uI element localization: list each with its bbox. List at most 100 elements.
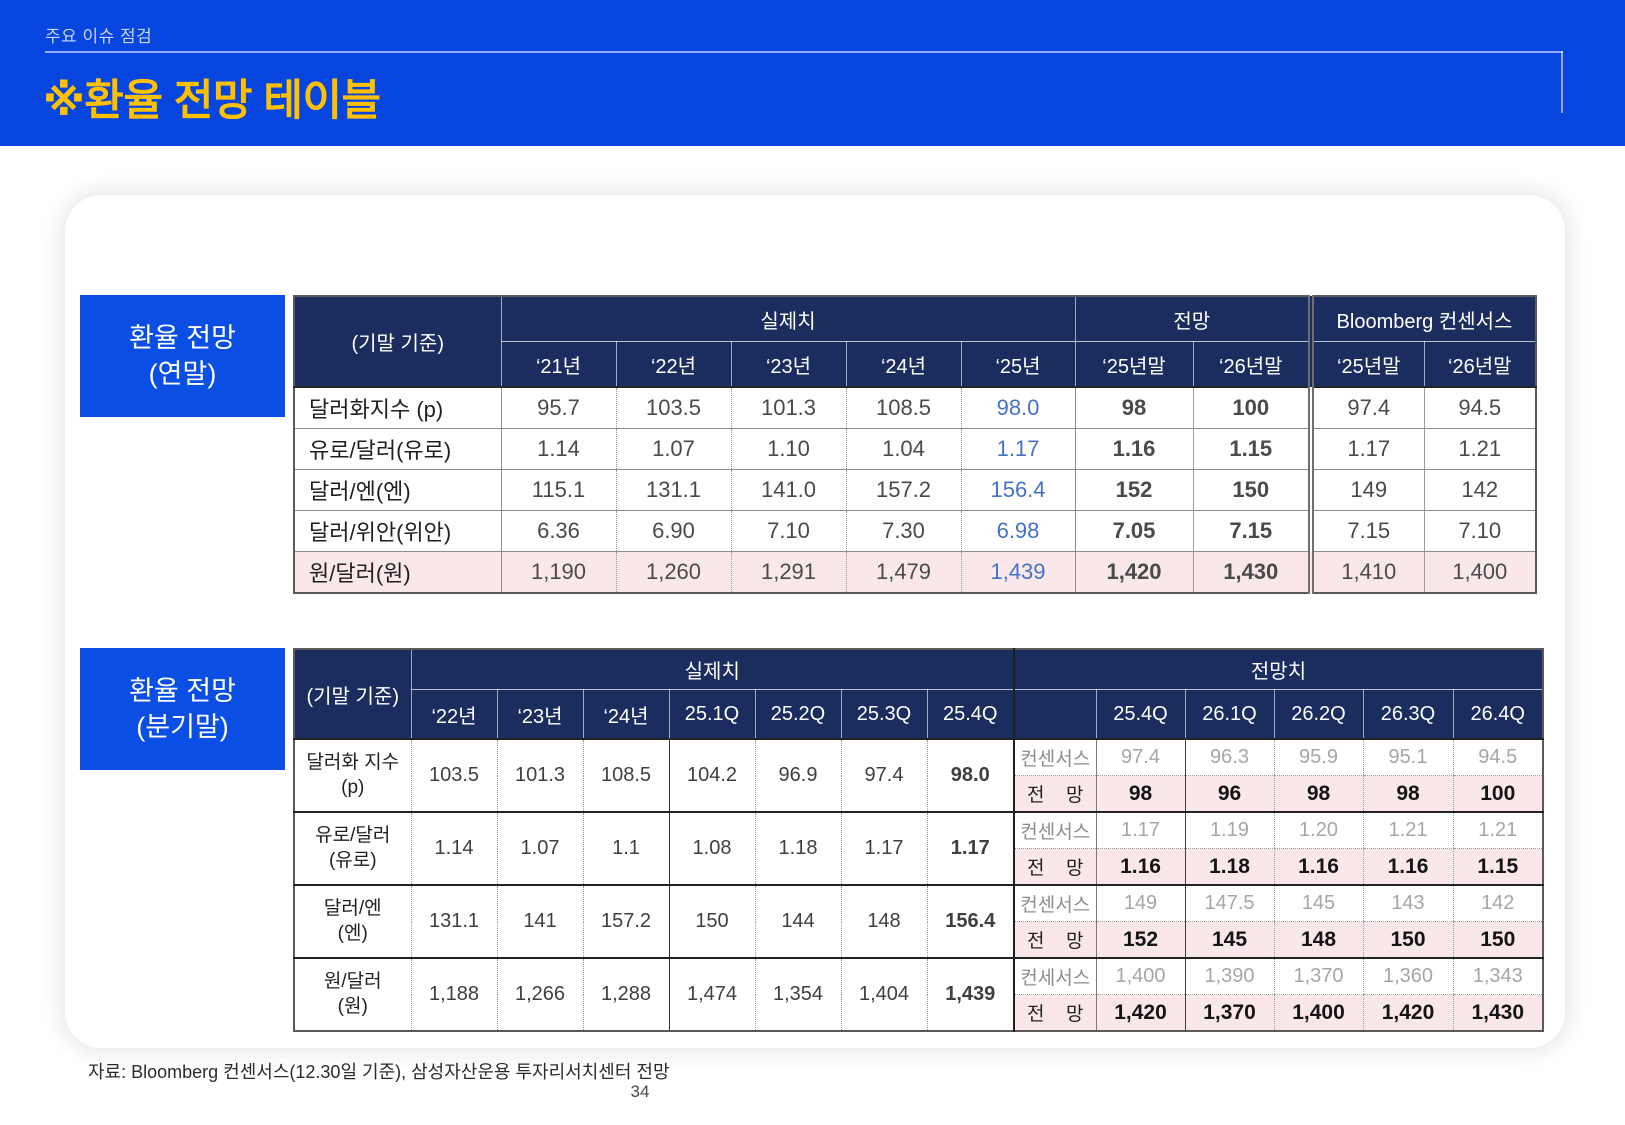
bloomberg-value: 94.5 (1423, 386, 1536, 429)
consensus-row-label: 컨센서스 (1013, 811, 1096, 849)
row-label-name: 달러화 지수 (306, 752, 400, 774)
table-row-forecast: 전 망 152 145 148 150 150 (294, 921, 1543, 958)
bloomberg-value: 97.4 (1308, 386, 1424, 429)
forecast-label-part: 망 (1066, 785, 1084, 806)
group-header-forecast: 전망치 (1013, 649, 1543, 690)
col-header: 25.4Q (1095, 689, 1185, 739)
banner-divider-line (45, 51, 1563, 53)
table-row: 원/달러(원) 1,190 1,260 1,291 1,479 1,439 1,420 1,4… (294, 551, 1536, 593)
actual-value: 150 (668, 884, 755, 958)
row-label: 달러/엔(엔) (294, 884, 411, 958)
consensus-value: 95.9 (1273, 738, 1363, 776)
actual-value: 1.17 (960, 428, 1075, 470)
actual-value: 6.90 (615, 510, 731, 552)
forecast-value: 98 (1362, 775, 1453, 812)
row-label: 유로/달러(유로) (294, 811, 411, 885)
forecast-value: 98 (1095, 775, 1185, 812)
consensus-row-label: 컨세서스 (1013, 957, 1096, 995)
actual-value: 115.1 (500, 469, 616, 511)
col-header: 26.4Q (1452, 689, 1543, 739)
consensus-value: 143 (1362, 884, 1453, 922)
actual-value: 1.17 (926, 811, 1014, 885)
row-label: 유로/달러(유로) (294, 428, 501, 470)
table-row-consensus: 달러/엔 (엔) 131.1 141 157.2 150 144 148 156.4 컨센서스 14… (294, 884, 1543, 958)
forecast-value: 1.16 (1074, 428, 1193, 470)
row-label: 달러/엔(엔) (294, 469, 501, 511)
forecast-value: 1.15 (1452, 848, 1543, 885)
consensus-value: 142 (1452, 884, 1543, 922)
row-label: 원/달러(원) (294, 551, 501, 593)
consensus-value: 1,390 (1184, 957, 1274, 995)
actual-value: 103.5 (410, 738, 497, 812)
table-row-consensus: 원/달러 (원) 1,188 1,266 1,288 1,474 1,354 1,404 1,4… (294, 957, 1543, 1031)
actual-value: 1,288 (582, 957, 669, 1031)
actual-value: 157.2 (845, 469, 961, 511)
actual-value: 7.30 (845, 510, 961, 552)
section-label-line1: 환율 전망 (129, 675, 236, 706)
row-label-unit: (엔) (337, 922, 368, 944)
table-row: 유로/달러(유로) 1.14 1.07 1.10 1.04 1.17 1.16 1.15 1.1… (294, 428, 1536, 470)
consensus-value: 1.19 (1184, 811, 1274, 849)
actual-value: 1,188 (410, 957, 497, 1031)
row-label-name: 유로/달러 (315, 825, 391, 847)
col-header: ‘25년 (960, 341, 1075, 387)
forecast-label-part: 전 (1027, 858, 1045, 879)
row-label-unit: (원) (337, 995, 368, 1017)
actual-value: 101.3 (496, 738, 583, 812)
forecast-value: 1,420 (1362, 994, 1453, 1031)
forecast-value: 1.18 (1184, 848, 1274, 885)
forecast-value: 1,420 (1095, 994, 1185, 1031)
forecast-value: 98 (1074, 386, 1193, 429)
actual-value: 131.1 (410, 884, 497, 958)
consensus-row-label: 컨센서스 (1013, 884, 1096, 922)
consensus-value: 145 (1273, 884, 1363, 922)
group-header-actual: 실제치 (410, 649, 1014, 690)
actual-value: 156.4 (960, 469, 1075, 511)
banner-divider-corner (1561, 51, 1563, 113)
col-header: 25.1Q (668, 689, 755, 739)
consensus-value: 95.1 (1362, 738, 1453, 776)
actual-value: 1,479 (845, 551, 961, 593)
forecast-value: 1,420 (1074, 551, 1193, 593)
col-header: ‘23년 (730, 341, 846, 387)
col-header: ‘22년 (615, 341, 731, 387)
actual-value: 1,354 (754, 957, 841, 1031)
bloomberg-value: 7.15 (1308, 510, 1424, 552)
actual-value: 1,190 (500, 551, 616, 593)
forecast-value: 150 (1192, 469, 1311, 511)
col-header: ‘25년말 (1308, 341, 1424, 387)
forecast-value: 152 (1074, 469, 1193, 511)
forecast-value: 1,370 (1184, 994, 1274, 1031)
col-header: ‘21년 (500, 341, 616, 387)
forecast-value: 1,430 (1192, 551, 1311, 593)
group-header-forecast: 전망 (1074, 296, 1311, 342)
col-header: 25.2Q (754, 689, 841, 739)
forecast-value: 7.15 (1192, 510, 1311, 552)
col-header: ‘24년 (582, 689, 669, 739)
breadcrumb: 주요 이슈 점검 (45, 27, 153, 46)
yearend-table: (기말 기준) 실제치 전망 Bloomberg 컨센서스 ‘21년 ‘22년 ‘23년 ‘2… (293, 295, 1537, 594)
bloomberg-value: 1,410 (1308, 551, 1424, 593)
actual-value: 131.1 (615, 469, 731, 511)
consensus-value: 1.20 (1273, 811, 1363, 849)
actual-value: 156.4 (926, 884, 1014, 958)
table-row-consensus: 달러화 지수 (p) 103.5 101.3 108.5 104.2 96.9 97.4 98.… (294, 738, 1543, 812)
forecast-value: 150 (1362, 921, 1453, 958)
actual-value: 108.5 (845, 386, 961, 429)
actual-value: 141.0 (730, 469, 846, 511)
bloomberg-value: 7.10 (1423, 510, 1536, 552)
row-label: 달러화 지수 (p) (294, 738, 411, 812)
forecast-label-part: 망 (1066, 858, 1084, 879)
col-header: ‘24년 (845, 341, 961, 387)
col-header: ‘26년말 (1423, 341, 1536, 387)
actual-value: 141 (496, 884, 583, 958)
actual-value: 1.08 (668, 811, 755, 885)
actual-value: 103.5 (615, 386, 731, 429)
actual-value: 1.1 (582, 811, 669, 885)
forecast-value: 1.16 (1362, 848, 1453, 885)
corner-header: (기말 기준) (294, 649, 411, 739)
